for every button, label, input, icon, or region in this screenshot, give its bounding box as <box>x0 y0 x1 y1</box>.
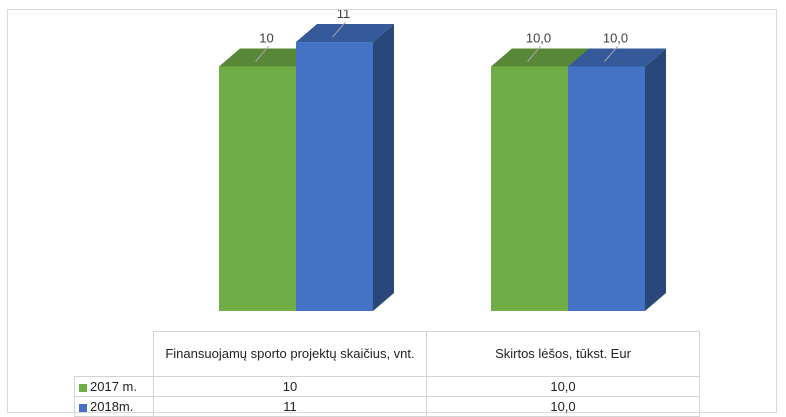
table-cell: 10,0 <box>426 376 700 397</box>
table-header-row: Finansuojamų sporto projektų skaičius, v… <box>74 331 700 377</box>
table-row: 2017 m. 10 10,0 <box>74 376 700 397</box>
table-row: 2018m. 11 10,0 <box>74 396 700 417</box>
data-label-leader <box>332 21 346 38</box>
bar-top-1-0 <box>296 24 394 43</box>
table-category-header: Skirtos lėšos, tūkst. Eur <box>426 331 700 377</box>
series-label: 2017 m. <box>90 379 137 394</box>
legend-swatch-green <box>79 383 87 392</box>
data-label: 11 <box>337 10 351 21</box>
data-label-leader <box>527 46 541 62</box>
table-cell: 11 <box>153 396 427 417</box>
legend-entry-2017: 2017 m. <box>74 376 154 397</box>
bar-side-1-0 <box>373 24 394 312</box>
bar-2017m-cat0 <box>219 66 296 311</box>
data-label: 10,0 <box>526 31 551 46</box>
data-label: 10,0 <box>603 31 628 46</box>
table-corner <box>74 331 154 377</box>
data-label: 10 <box>259 31 273 46</box>
table-cell: 10 <box>153 376 427 397</box>
chart-svg: 10 11 10,0 10,0 <box>219 10 666 312</box>
data-label-leader <box>255 46 269 62</box>
data-table: Finansuojamų sporto projektų skaičius, v… <box>74 331 700 417</box>
data-label-leader <box>604 46 618 62</box>
chart-area: 10 11 10,0 10,0 Finansuojamų sporto projekt… <box>7 9 777 417</box>
bar-top-1-1 <box>568 48 666 67</box>
bar-top-0-0 <box>219 48 317 67</box>
legend-swatch-blue <box>79 403 87 412</box>
table-cell: 10,0 <box>426 396 700 417</box>
bar-2017m-cat1 <box>491 66 568 311</box>
bar-side-1-1 <box>645 48 666 311</box>
legend-entry-2018: 2018m. <box>74 396 154 417</box>
bar-2018m-cat1 <box>568 66 645 311</box>
series-label: 2018m. <box>90 399 134 414</box>
bar-2018m-cat0 <box>296 42 373 312</box>
table-category-header: Finansuojamų sporto projektų skaičius, v… <box>153 331 427 377</box>
bar-top-0-1 <box>491 48 589 67</box>
